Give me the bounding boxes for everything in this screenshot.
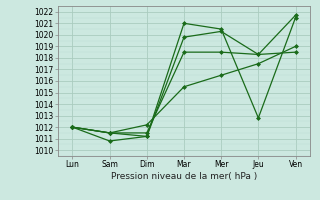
X-axis label: Pression niveau de la mer( hPa ): Pression niveau de la mer( hPa ) (111, 172, 257, 181)
